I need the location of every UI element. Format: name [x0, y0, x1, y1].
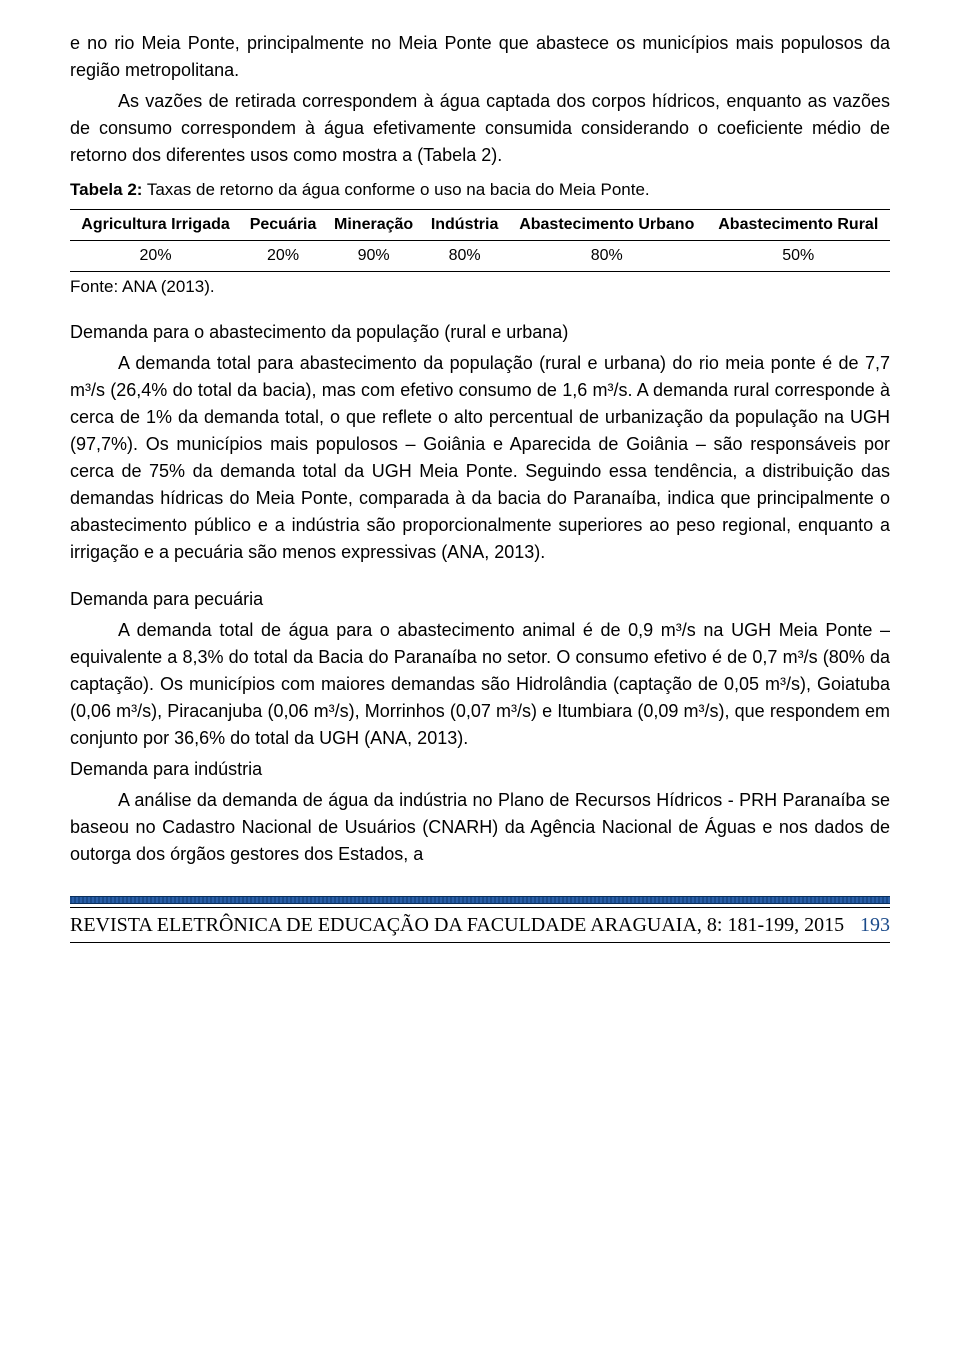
table2-c4: 80% — [507, 240, 707, 271]
section3-heading: Demanda para indústria — [70, 756, 890, 783]
table2: Agricultura Irrigada Pecuária Mineração … — [70, 209, 890, 272]
table2-h0: Agricultura Irrigada — [70, 209, 241, 240]
table2-h1: Pecuária — [241, 209, 325, 240]
table2-h3: Indústria — [422, 209, 507, 240]
footer-citation-line: REVISTA ELETRÔNICA DE EDUCAÇÃO DA FACULD… — [70, 907, 890, 940]
footer-page-number: 193 — [860, 910, 890, 940]
table2-caption-label: Tabela 2: — [70, 180, 142, 199]
section3-body: A análise da demanda de água da indústri… — [70, 787, 890, 868]
section2-body: A demanda total de água para o abastecim… — [70, 617, 890, 752]
intro-paragraph-2: As vazões de retirada correspondem à águ… — [70, 88, 890, 169]
table2-c1: 20% — [241, 240, 325, 271]
footer-journal: REVISTA ELETRÔNICA DE EDUCAÇÃO DA FACULD… — [70, 910, 844, 940]
table2-c5: 50% — [707, 240, 890, 271]
table2-h2: Mineração — [325, 209, 422, 240]
table2-caption: Tabela 2: Taxas de retorno da água confo… — [70, 177, 890, 203]
table2-header-row: Agricultura Irrigada Pecuária Mineração … — [70, 209, 890, 240]
footer-underline — [70, 942, 890, 943]
footer-band-icon — [70, 896, 890, 904]
page-footer: REVISTA ELETRÔNICA DE EDUCAÇÃO DA FACULD… — [70, 896, 890, 943]
table2-h4: Abastecimento Urbano — [507, 209, 707, 240]
table2-c3: 80% — [422, 240, 507, 271]
section1-heading: Demanda para o abastecimento da populaçã… — [70, 319, 890, 346]
table2-caption-text: Taxas de retorno da água conforme o uso … — [142, 180, 649, 199]
table2-c0: 20% — [70, 240, 241, 271]
section2-heading: Demanda para pecuária — [70, 586, 890, 613]
table2-h5: Abastecimento Rural — [707, 209, 890, 240]
table2-source: Fonte: ANA (2013). — [70, 274, 890, 300]
table2-data-row: 20% 20% 90% 80% 80% 50% — [70, 240, 890, 271]
intro-paragraph-1: e no rio Meia Ponte, principalmente no M… — [70, 30, 890, 84]
table2-c2: 90% — [325, 240, 422, 271]
section1-body: A demanda total para abastecimento da po… — [70, 350, 890, 566]
